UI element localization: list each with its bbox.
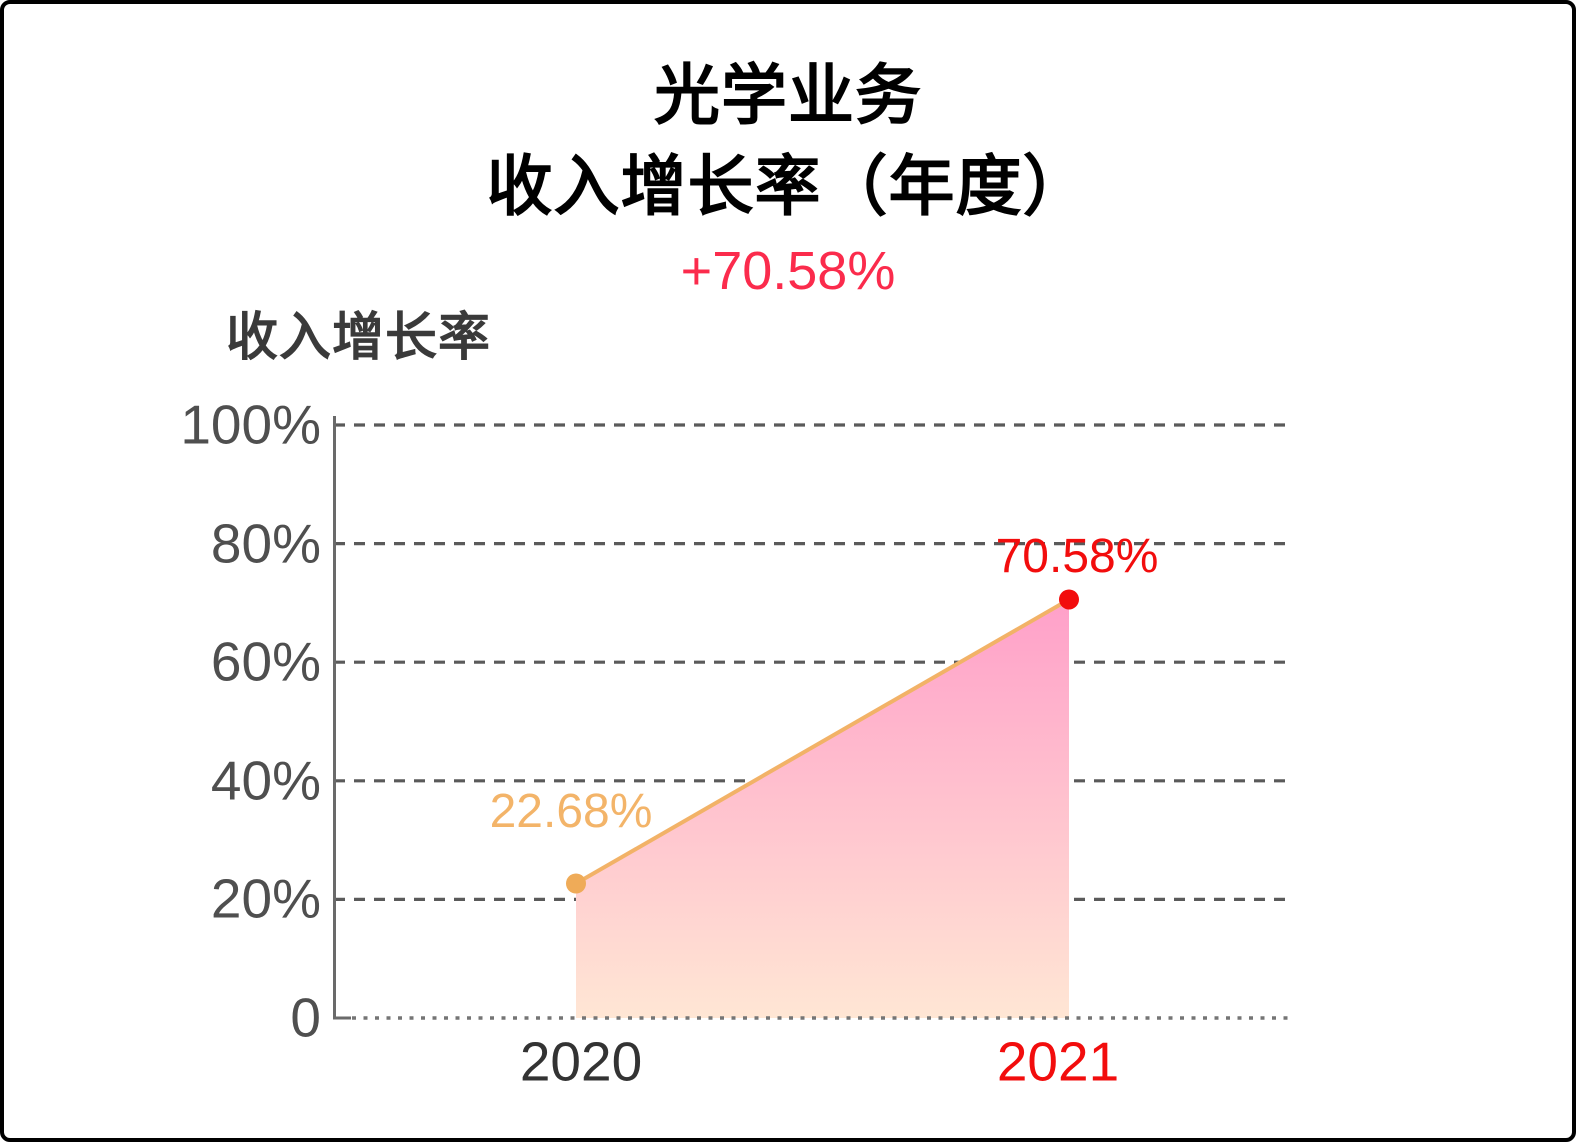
x-axis-label-2020: 2020 [519,1030,643,1093]
y-axis-tick-label-80: 80% [210,512,321,575]
y-axis-tick-label-20: 20% [210,867,321,930]
point-label-2020: 22.68% [489,784,653,838]
plot-area: 100% 80% 60% 40% 20% 0 22.68% 70.58% 202… [4,4,1572,1138]
y-axis-tick-label-40: 40% [210,749,321,812]
growth-delta-value: +70.58% [680,241,896,301]
y-axis-tick-label-60: 60% [210,630,321,693]
point-label-2021: 70.58% [995,530,1159,584]
chart-title-line1: 光学业务 [654,58,922,132]
data-point-2020 [566,873,586,894]
growth-line [575,597,1070,886]
y-axis-tick-label-0: 0 [290,986,321,1049]
chart-section-title: 收入增长率 [226,309,492,367]
area-fill [576,599,1069,1018]
data-point-2021 [1059,589,1079,610]
y-axis-tick-label-100: 100% [180,393,321,456]
x-axis-label-2021: 2021 [996,1030,1120,1093]
area-chart-graphic [333,416,1288,1020]
chart-title-line2: 收入增长率（年度） [486,149,1090,223]
